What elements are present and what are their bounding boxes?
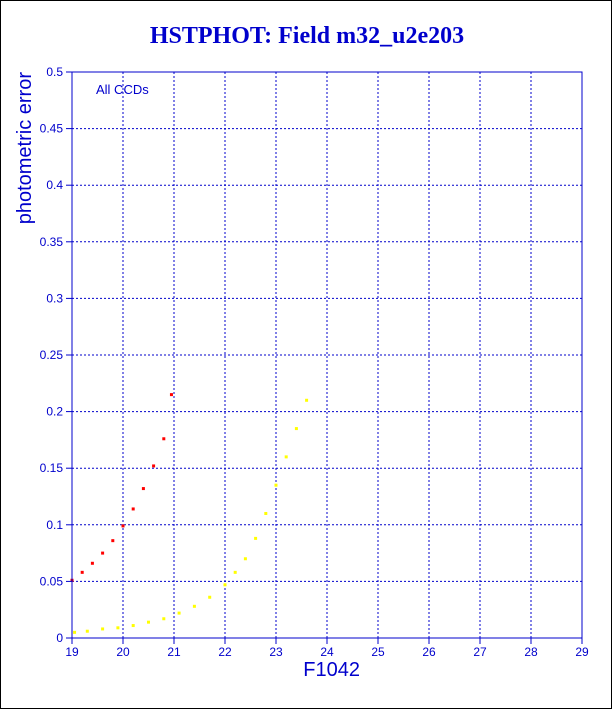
y-tick-label: 0.45	[40, 122, 64, 136]
data-point	[85, 629, 89, 633]
data-point	[116, 626, 120, 630]
x-tick-label: 29	[575, 645, 589, 659]
data-point	[101, 627, 105, 631]
data-point	[141, 487, 145, 491]
data-point	[192, 604, 196, 608]
y-tick-label: 0.25	[40, 348, 64, 362]
data-point	[294, 427, 298, 431]
x-tick-label: 26	[422, 645, 436, 659]
y-axis-label: photometric error	[14, 72, 36, 225]
data-point	[162, 437, 166, 441]
y-tick-label: 0.15	[40, 461, 64, 475]
x-tick-label: 24	[320, 645, 334, 659]
data-point	[152, 464, 156, 468]
x-tick-label: 23	[269, 645, 283, 659]
data-point	[274, 483, 278, 487]
x-tick-label: 21	[167, 645, 181, 659]
y-tick-label: 0.05	[40, 574, 64, 588]
data-point	[177, 611, 181, 615]
x-tick-label: 27	[473, 645, 487, 659]
data-point	[131, 507, 135, 511]
y-tick-label: 0.2	[46, 405, 63, 419]
data-point	[284, 455, 288, 459]
data-point	[264, 511, 268, 515]
y-tick-label: 0	[56, 631, 63, 645]
y-tick-label: 0.4	[46, 178, 63, 192]
x-tick-label: 20	[116, 645, 130, 659]
data-point	[73, 630, 77, 634]
data-point	[305, 398, 309, 402]
data-point	[233, 570, 237, 574]
data-point	[208, 595, 212, 599]
data-point	[90, 561, 94, 565]
data-point	[131, 624, 135, 628]
data-point	[169, 393, 173, 397]
x-tick-label: 28	[524, 645, 538, 659]
x-tick-label: 22	[218, 645, 232, 659]
data-point	[101, 551, 105, 555]
data-point	[223, 583, 227, 587]
data-point	[111, 539, 115, 543]
y-tick-label: 0.3	[46, 291, 63, 305]
chart-title: HSTPHOT: Field m32_u2e203	[149, 23, 465, 49]
annotation-label: All CCDs	[96, 82, 149, 97]
x-axis-label: F1042	[303, 659, 360, 681]
data-point	[80, 570, 84, 574]
data-point	[147, 620, 150, 624]
data-point	[121, 524, 125, 528]
y-tick-label: 0.1	[46, 518, 63, 532]
x-tick-label: 25	[371, 645, 385, 659]
x-tick-label: 19	[65, 645, 79, 659]
data-point	[162, 617, 166, 621]
data-point	[243, 557, 247, 561]
y-tick-label: 0.5	[46, 65, 63, 79]
data-point	[254, 536, 258, 540]
y-tick-label: 0.35	[40, 235, 64, 249]
